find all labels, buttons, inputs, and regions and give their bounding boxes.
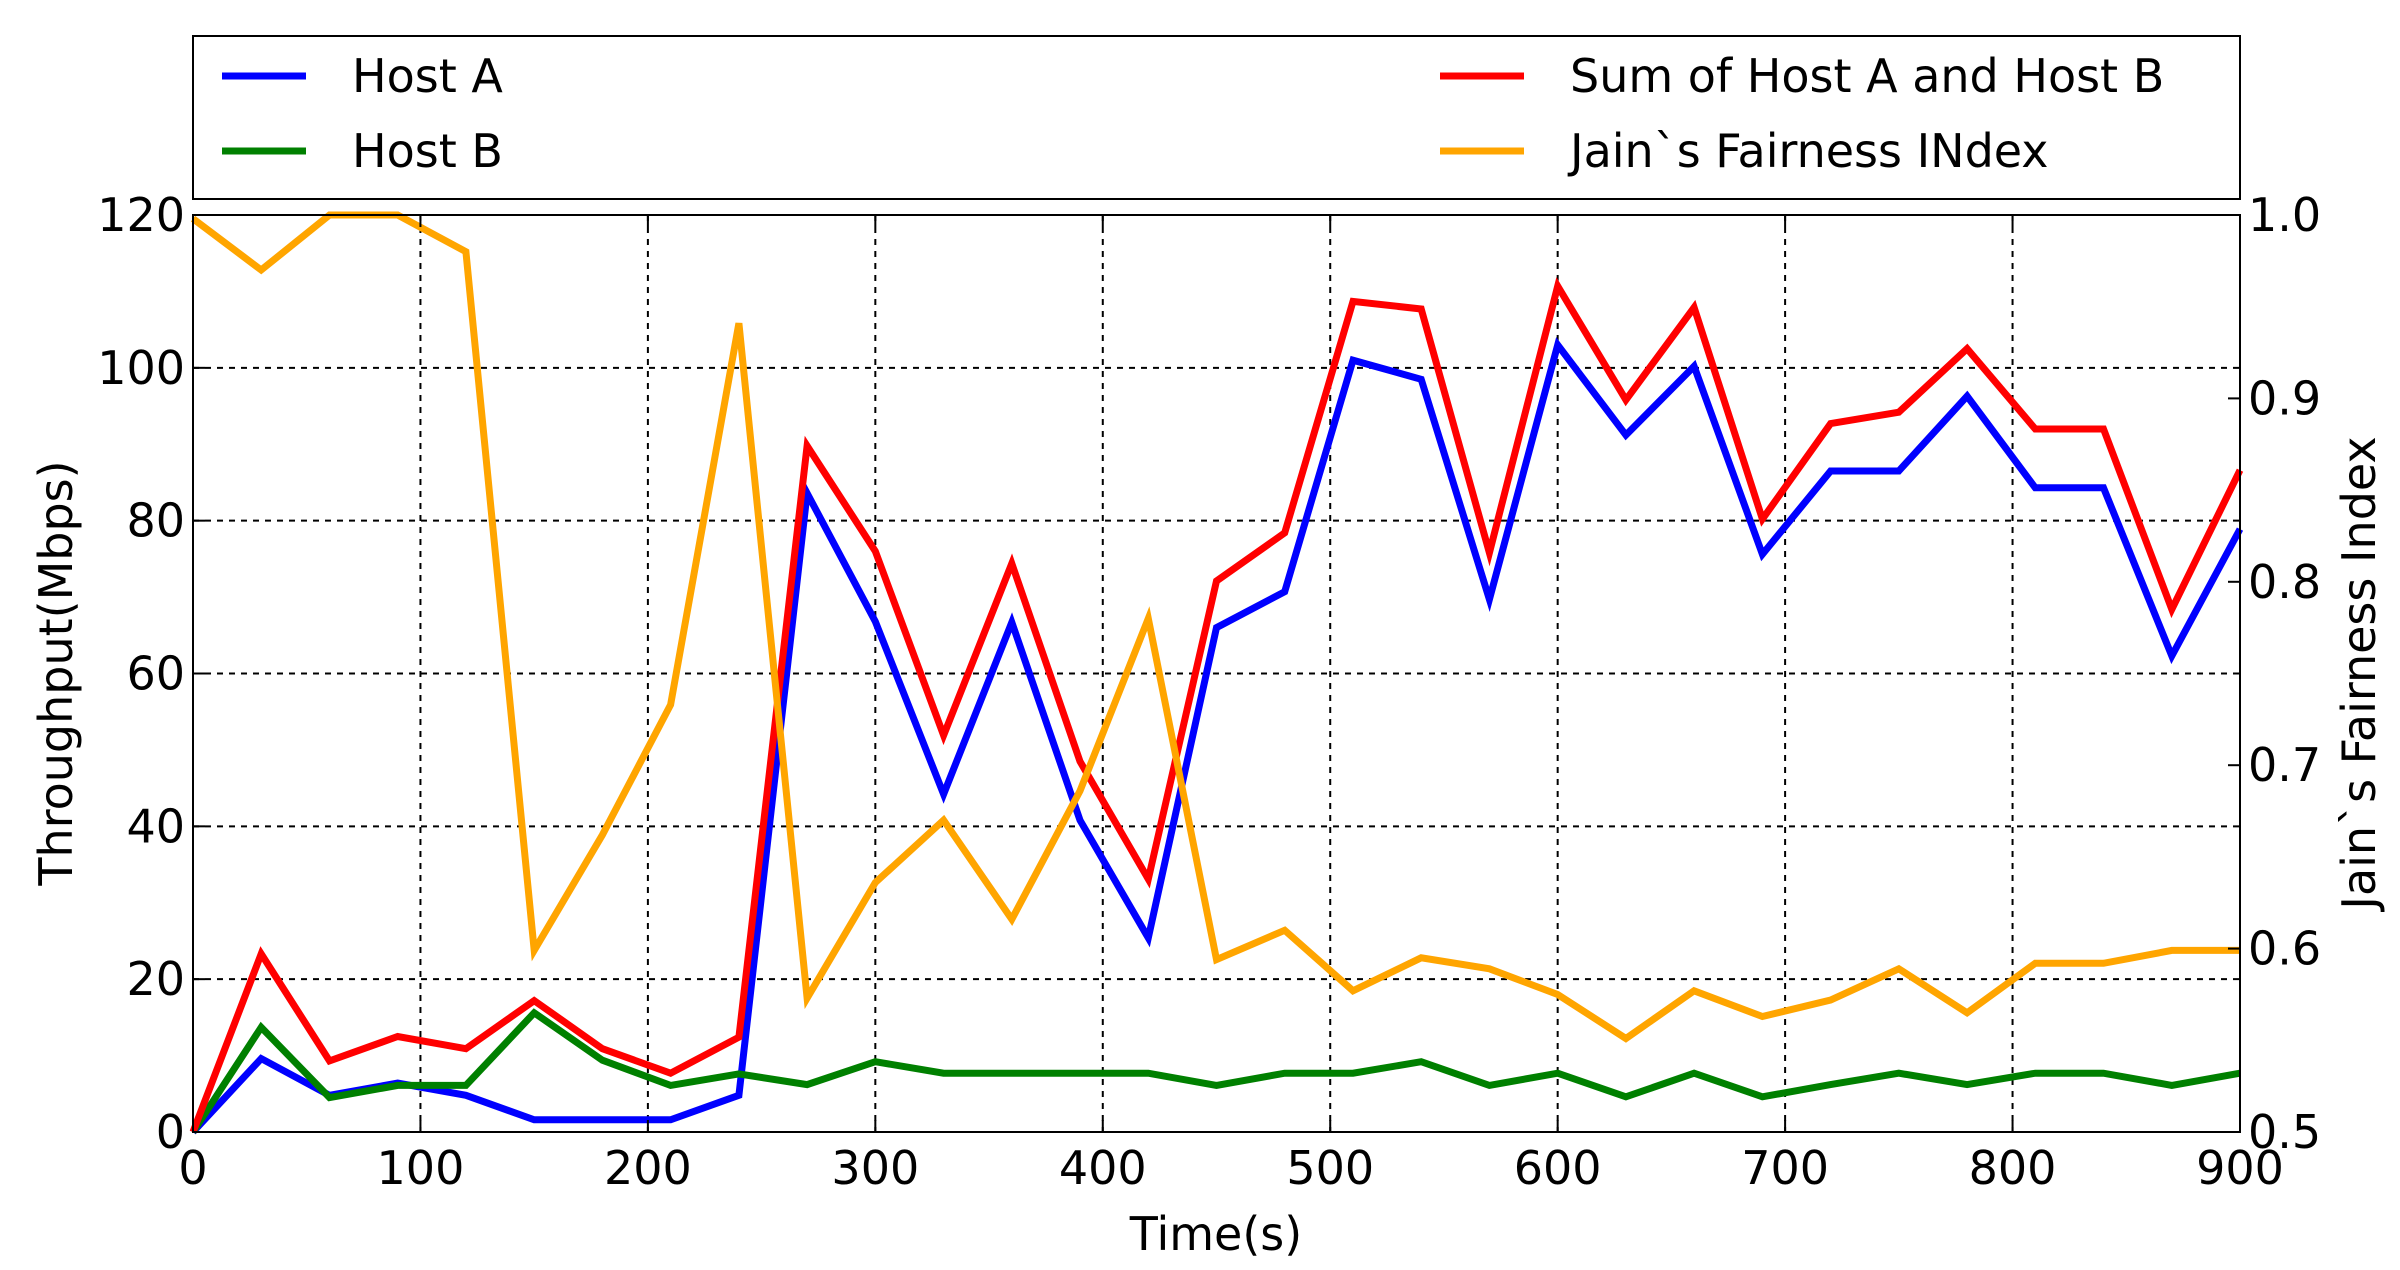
x-tick-label: 400	[1059, 1141, 1147, 1195]
legend-label-sum-of-host-a-and-host-b: Sum of Host A and Host B	[1570, 49, 2164, 103]
x-axis-label: Time(s)	[1129, 1207, 1302, 1261]
series-line-jain-s-fairness-index	[190, 211, 2240, 1043]
legend-label-host-b: Host B	[352, 124, 503, 178]
x-tick-labels: 0 100 200 300 400 500 600 700 800 900	[178, 1141, 2284, 1195]
x-tick-label: 800	[1969, 1141, 2057, 1195]
legend-label-host-a: Host A	[352, 49, 503, 103]
x-tick-label: 500	[1286, 1141, 1374, 1195]
x-tick-label: 700	[1741, 1141, 1829, 1195]
legend-box	[192, 35, 2241, 200]
y2-tick-label: 0.8	[2248, 555, 2321, 609]
y2-tick-label: 0.6	[2248, 922, 2321, 976]
legend-label-jain-s-fairness-index: Jain`s Fairness INdex	[1567, 124, 2049, 178]
y-tick-label: 60	[126, 647, 185, 701]
x-tick-label: 0	[178, 1141, 207, 1195]
y2-axis-label: Jain`s Fairness Index	[2332, 436, 2386, 912]
y2-tick-label: 0.9	[2248, 371, 2321, 425]
y2-tick-label: 0.7	[2248, 738, 2321, 792]
x-tick-label: 200	[604, 1141, 692, 1195]
series-line-host-a	[190, 337, 2244, 1135]
legend: Host A Host B Sum of Host A and Host B Jain…	[192, 35, 2241, 200]
series-lines	[189, 211, 2244, 1135]
y-tick-label: 0	[156, 1105, 185, 1159]
grid-lines	[193, 215, 2240, 1132]
x-tick-label: 900	[2196, 1141, 2284, 1195]
y2-tick-label: 0.5	[2248, 1105, 2321, 1159]
y-tick-label: 120	[97, 188, 185, 242]
x-tick-label: 100	[377, 1141, 465, 1195]
y-tick-label: 40	[126, 799, 185, 853]
y-tick-label: 20	[126, 952, 185, 1006]
x-tick-label: 300	[831, 1141, 919, 1195]
x-tick-label: 600	[1514, 1141, 1602, 1195]
axis-ticks	[192, 214, 2241, 1133]
y-axis-label: Throughput(Mbps)	[29, 460, 83, 886]
y-tick-labels: 0 20 40 60 80 100 120	[97, 188, 185, 1159]
y-tick-label: 100	[97, 341, 185, 395]
y-tick-label: 80	[126, 494, 185, 548]
y2-tick-label: 1.0	[2248, 188, 2321, 242]
legend-entries: Host A Host B Sum of Host A and Host B Jain…	[222, 49, 2164, 178]
series-line-sum-of-host-a-and-host-b	[189, 277, 2244, 1134]
series-line-host-b	[190, 1008, 2241, 1134]
y2-tick-labels: 0.5 0.6 0.7 0.8 0.9 1.0	[2248, 188, 2321, 1159]
